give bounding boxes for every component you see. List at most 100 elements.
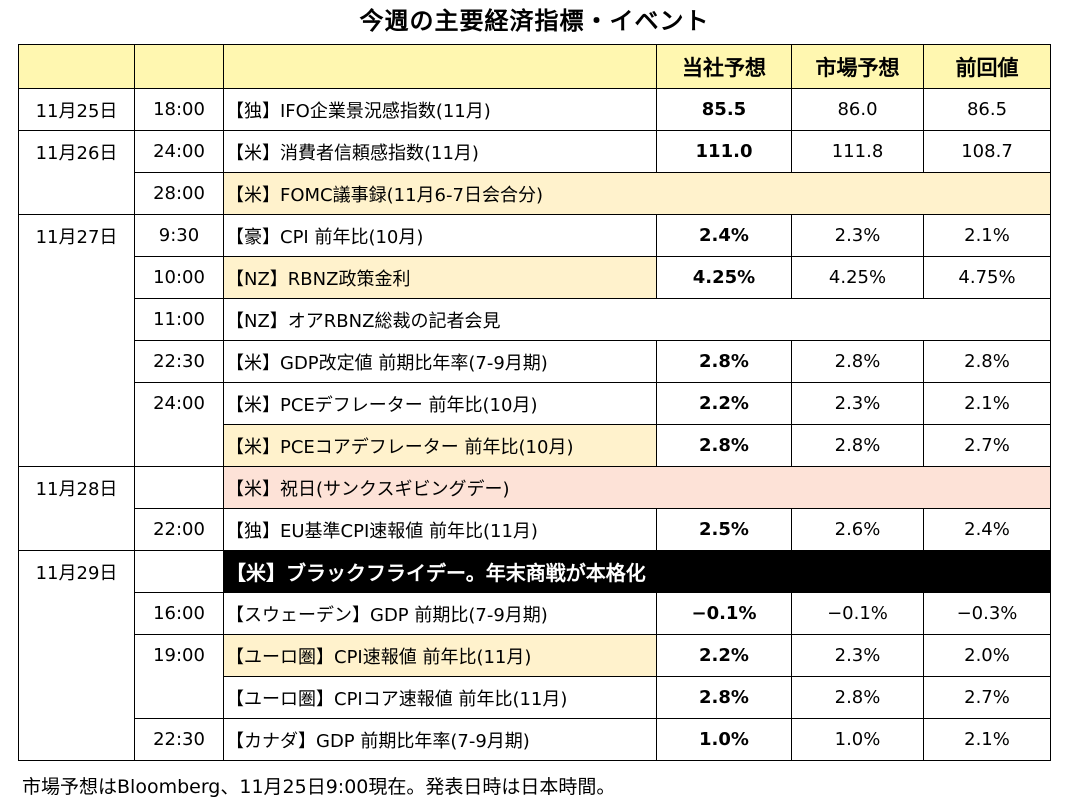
previous-cell: 86.5: [923, 88, 1051, 131]
date-cell: 11月29日: [18, 550, 135, 593]
previous-cell: 2.4%: [923, 508, 1051, 551]
market-forecast-cell: 1.0%: [791, 718, 924, 761]
own-forecast-cell: 2.2%: [656, 634, 792, 677]
previous-cell: 2.7%: [923, 424, 1051, 467]
previous-cell: 4.75%: [923, 256, 1051, 299]
event-cell: 【NZ】RBNZ政策金利: [223, 256, 657, 299]
time-cell: [134, 676, 224, 719]
previous-cell: −0.3%: [923, 592, 1051, 635]
own-forecast-cell: 2.4%: [656, 214, 792, 257]
table-row: 19:00 【ユーロ圏】CPI速報値 前年比(11月) 2.2% 2.3% 2.0%: [18, 634, 1051, 677]
header-date-cell: [18, 44, 135, 89]
date-cell: [18, 298, 135, 341]
event-cell: 【ユーロ圏】CPIコア速報値 前年比(11月): [223, 676, 657, 719]
own-forecast-cell: 2.8%: [656, 340, 792, 383]
event-cell: 【米】FOMC議事録(11月6-7日会合分): [223, 172, 1051, 215]
table-row: 11月29日 【米】ブラックフライデー。年末商戦が本格化: [18, 550, 1051, 593]
market-forecast-cell: 2.8%: [791, 340, 924, 383]
previous-cell: 2.1%: [923, 382, 1051, 425]
table-row: 【米】PCEコアデフレーター 前年比(10月) 2.8% 2.8% 2.7%: [18, 424, 1051, 467]
date-cell: [18, 424, 135, 467]
event-cell: 【米】PCEデフレーター 前年比(10月): [223, 382, 657, 425]
own-forecast-cell: 2.8%: [656, 424, 792, 467]
table-row: 11:00 【NZ】オアRBNZ総裁の記者会見: [18, 298, 1051, 341]
time-cell: 16:00: [134, 592, 224, 635]
page-title: 今週の主要経済指標・イベント: [359, 7, 710, 35]
event-cell: 【豪】CPI 前年比(10月): [223, 214, 657, 257]
events-table: 当社予想 市場予想 前回値 11月25日 18:00 【独】IFO企業景況感指数(1…: [18, 44, 1051, 761]
header-previous: 前回値: [923, 44, 1051, 89]
own-forecast-cell: 2.2%: [656, 382, 792, 425]
table-row: 28:00 【米】FOMC議事録(11月6-7日会合分): [18, 172, 1051, 215]
previous-cell: 2.0%: [923, 634, 1051, 677]
table-row: 【ユーロ圏】CPIコア速報値 前年比(11月) 2.8% 2.8% 2.7%: [18, 676, 1051, 719]
time-cell: [134, 550, 224, 593]
event-cell: 【ユーロ圏】CPI速報値 前年比(11月): [223, 634, 657, 677]
header-market-forecast: 市場予想: [791, 44, 924, 89]
date-cell: [18, 340, 135, 383]
table-row: 24:00 【米】PCEデフレーター 前年比(10月) 2.2% 2.3% 2.1%: [18, 382, 1051, 425]
table-row: 22:30 【米】GDP改定値 前期比年率(7-9月期) 2.8% 2.8% 2.8%: [18, 340, 1051, 383]
table-row: 16:00 【スウェーデン】GDP 前期比(7-9月期) −0.1% −0.1% −0.…: [18, 592, 1051, 635]
date-cell: [18, 508, 135, 551]
event-cell: 【米】GDP改定値 前期比年率(7-9月期): [223, 340, 657, 383]
event-cell: 【米】消費者信頼感指数(11月): [223, 130, 657, 173]
table-row: 22:30 【カナダ】GDP 前期比年率(7-9月期) 1.0% 1.0% 2.1%: [18, 718, 1051, 761]
event-cell: 【米】ブラックフライデー。年末商戦が本格化: [223, 550, 1051, 593]
date-cell: 11月27日: [18, 214, 135, 257]
time-cell: 24:00: [134, 382, 224, 425]
time-cell: [134, 466, 224, 509]
market-forecast-cell: 86.0: [791, 88, 924, 131]
time-cell: 10:00: [134, 256, 224, 299]
market-forecast-cell: 2.8%: [791, 676, 924, 719]
event-cell: 【スウェーデン】GDP 前期比(7-9月期): [223, 592, 657, 635]
market-forecast-cell: −0.1%: [791, 592, 924, 635]
time-cell: 9:30: [134, 214, 224, 257]
own-forecast-cell: 4.25%: [656, 256, 792, 299]
date-cell: 11月28日: [18, 466, 135, 509]
event-cell: 【NZ】オアRBNZ総裁の記者会見: [223, 298, 1051, 341]
date-cell: [18, 634, 135, 677]
header-event-cell: [223, 44, 657, 89]
table-row: 11月25日 18:00 【独】IFO企業景況感指数(11月) 85.5 86.0 86.…: [18, 88, 1051, 131]
time-cell: 22:30: [134, 718, 224, 761]
header-own-forecast: 当社予想: [656, 44, 792, 89]
time-cell: 22:00: [134, 508, 224, 551]
own-forecast-cell: 85.5: [656, 88, 792, 131]
own-forecast-cell: 2.5%: [656, 508, 792, 551]
header-time-cell: [134, 44, 224, 89]
own-forecast-cell: 111.0: [656, 130, 792, 173]
date-cell: [18, 592, 135, 635]
time-cell: 19:00: [134, 634, 224, 677]
market-forecast-cell: 2.6%: [791, 508, 924, 551]
time-cell: [134, 424, 224, 467]
date-cell: [18, 256, 135, 299]
event-cell: 【カナダ】GDP 前期比年率(7-9月期): [223, 718, 657, 761]
table-row: 11月26日 24:00 【米】消費者信頼感指数(11月) 111.0 111.8 108…: [18, 130, 1051, 173]
previous-cell: 108.7: [923, 130, 1051, 173]
time-cell: 18:00: [134, 88, 224, 131]
own-forecast-cell: −0.1%: [656, 592, 792, 635]
table-row: 10:00 【NZ】RBNZ政策金利 4.25% 4.25% 4.75%: [18, 256, 1051, 299]
market-forecast-cell: 2.8%: [791, 424, 924, 467]
market-forecast-cell: 2.3%: [791, 382, 924, 425]
time-cell: 28:00: [134, 172, 224, 215]
previous-cell: 2.7%: [923, 676, 1051, 719]
event-cell: 【独】IFO企業景況感指数(11月): [223, 88, 657, 131]
time-cell: 11:00: [134, 298, 224, 341]
market-forecast-cell: 111.8: [791, 130, 924, 173]
event-cell: 【米】PCEコアデフレーター 前年比(10月): [223, 424, 657, 467]
market-forecast-cell: 2.3%: [791, 214, 924, 257]
event-cell: 【独】EU基準CPI速報値 前年比(11月): [223, 508, 657, 551]
date-cell: [18, 172, 135, 215]
date-cell: [18, 718, 135, 761]
date-cell: [18, 676, 135, 719]
date-cell: 11月25日: [18, 88, 135, 131]
table-row: 11月28日 【米】祝日(サンクスギビングデー): [18, 466, 1051, 509]
market-forecast-cell: 2.3%: [791, 634, 924, 677]
time-cell: 22:30: [134, 340, 224, 383]
own-forecast-cell: 2.8%: [656, 676, 792, 719]
header-row: 当社予想 市場予想 前回値: [18, 44, 1051, 89]
market-forecast-cell: 4.25%: [791, 256, 924, 299]
event-cell: 【米】祝日(サンクスギビングデー): [223, 466, 1051, 509]
